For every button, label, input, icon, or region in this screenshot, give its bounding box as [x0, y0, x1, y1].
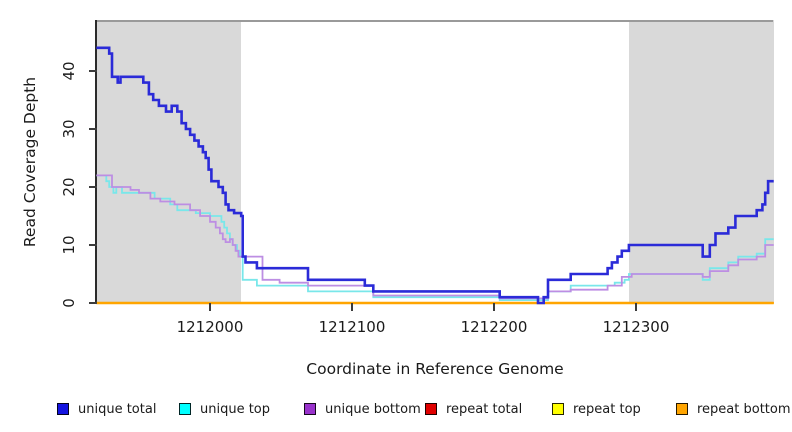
y-tick	[89, 302, 97, 304]
legend-swatch-icon	[57, 403, 69, 415]
legend-item-repeat-top: repeat top	[552, 401, 641, 417]
y-tick	[89, 70, 97, 72]
legend-swatch-icon	[304, 403, 316, 415]
legend-swatch-icon	[179, 403, 191, 415]
x-tick-label: 1212300	[602, 318, 670, 336]
y-tick	[89, 244, 97, 246]
x-tick-label: 1212200	[460, 318, 528, 336]
x-tick	[209, 303, 211, 311]
x-tick	[635, 303, 637, 311]
legend-label: repeat total	[446, 401, 523, 417]
legend-label: unique bottom	[325, 401, 421, 417]
legend-item-unique-total: unique total	[57, 401, 156, 417]
y-tick-label: 30	[60, 119, 78, 139]
y-axis-title: Read Coverage Depth	[21, 76, 39, 248]
x-tick	[493, 303, 495, 311]
x-axis-title: Coordinate in Reference Genome	[306, 360, 564, 378]
legend-swatch-icon	[676, 403, 688, 415]
legend-item-repeat-bottom: repeat bottom	[676, 401, 791, 417]
legend-label: unique top	[200, 401, 271, 417]
legend-item-repeat-total: repeat total	[425, 401, 522, 417]
legend-label: unique total	[78, 401, 157, 417]
y-tick-label: 10	[60, 235, 78, 255]
legend-swatch-icon	[425, 403, 437, 415]
legend-swatch-icon	[552, 403, 564, 415]
series-unique-total-line	[96, 46, 774, 305]
x-tick	[351, 303, 353, 311]
y-tick-label: 0	[60, 298, 78, 308]
x-tick-label: 1212000	[176, 318, 244, 336]
y-tick-label: 40	[60, 61, 78, 81]
series-unique-top-line	[96, 174, 774, 301]
legend-item-unique-bottom: unique bottom	[304, 401, 421, 417]
y-tick-label: 20	[60, 177, 78, 197]
legend-label: repeat bottom	[697, 401, 791, 417]
shaded-region	[96, 20, 242, 303]
x-tick-label: 1212100	[318, 318, 386, 336]
legend-label: repeat top	[573, 401, 641, 417]
y-tick	[89, 186, 97, 188]
legend-item-unique-top: unique top	[179, 401, 270, 417]
y-axis-line	[95, 20, 97, 304]
plot-top-border	[97, 20, 773, 22]
y-tick	[89, 128, 97, 130]
series-unique-bottom-line	[96, 174, 774, 300]
